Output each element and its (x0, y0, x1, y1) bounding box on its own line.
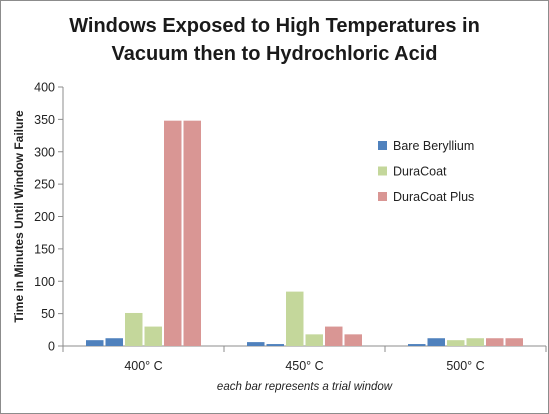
bar-duracoat-plus-3-1 (486, 338, 504, 346)
y-tick-label: 50 (41, 307, 55, 321)
y-tick-label: 300 (34, 145, 55, 159)
x-axis-title: each bar represents a trial window (217, 381, 393, 393)
legend-label: DuraCoat (393, 165, 447, 179)
bar-duracoat-1-2 (144, 326, 162, 346)
chart-labels: 0 50 100 150 200 250 300 350 400 400° C 450° C 500°… (12, 81, 485, 394)
bar-duracoat-plus-1-2 (183, 120, 201, 346)
y-tick-label: 350 (34, 113, 55, 127)
bar-bare-beryllium-3-2 (427, 338, 445, 346)
y-axis-title: Time in Minutes Until Window Failure (12, 110, 26, 323)
bar-bare-beryllium-2-1 (247, 342, 265, 346)
legend-swatch (378, 141, 387, 150)
chart-legend: Bare Beryllium DuraCoat DuraCoat Plus (378, 139, 474, 204)
x-category-label: 400° C (124, 359, 162, 373)
x-category-label: 450° C (285, 359, 323, 373)
bar-bare-beryllium-2-2 (266, 344, 284, 346)
bar-duracoat-plus-2-1 (325, 326, 343, 346)
y-tick-label: 400 (34, 81, 55, 95)
bar-bare-beryllium-1-2 (105, 338, 123, 346)
bar-duracoat-plus-3-2 (505, 338, 523, 346)
bar-duracoat-1-1 (125, 312, 143, 346)
y-tick-label: 250 (34, 178, 55, 192)
chart-bars (86, 120, 523, 346)
legend-label: Bare Beryllium (393, 139, 474, 153)
bar-bare-beryllium-3-1 (408, 344, 426, 346)
chart-title-line-1: Windows Exposed to High Temperatures in (69, 15, 480, 37)
y-tick-label: 150 (34, 242, 55, 256)
chart-title-line-2: Vacuum then to Hydrochloric Acid (111, 43, 438, 65)
bar-duracoat-3-2 (466, 338, 484, 346)
legend-swatch (378, 166, 387, 176)
chart-axes (58, 86, 547, 352)
bar-bare-beryllium-1-1 (86, 340, 104, 346)
y-tick-label: 0 (48, 340, 55, 354)
bar-duracoat-2-1 (286, 291, 304, 346)
legend-label: DuraCoat Plus (393, 190, 474, 204)
bar-duracoat-plus-2-2 (344, 334, 362, 346)
x-category-label: 500° C (446, 359, 484, 373)
y-tick-label: 100 (34, 275, 55, 289)
y-tick-label: 200 (34, 210, 55, 224)
legend-swatch (378, 192, 387, 201)
bar-duracoat-3-1 (447, 340, 465, 346)
bar-duracoat-2-2 (305, 334, 323, 346)
chart-title: Windows Exposed to High Temperatures in … (0, 12, 549, 68)
bar-duracoat-plus-1-1 (164, 120, 182, 346)
